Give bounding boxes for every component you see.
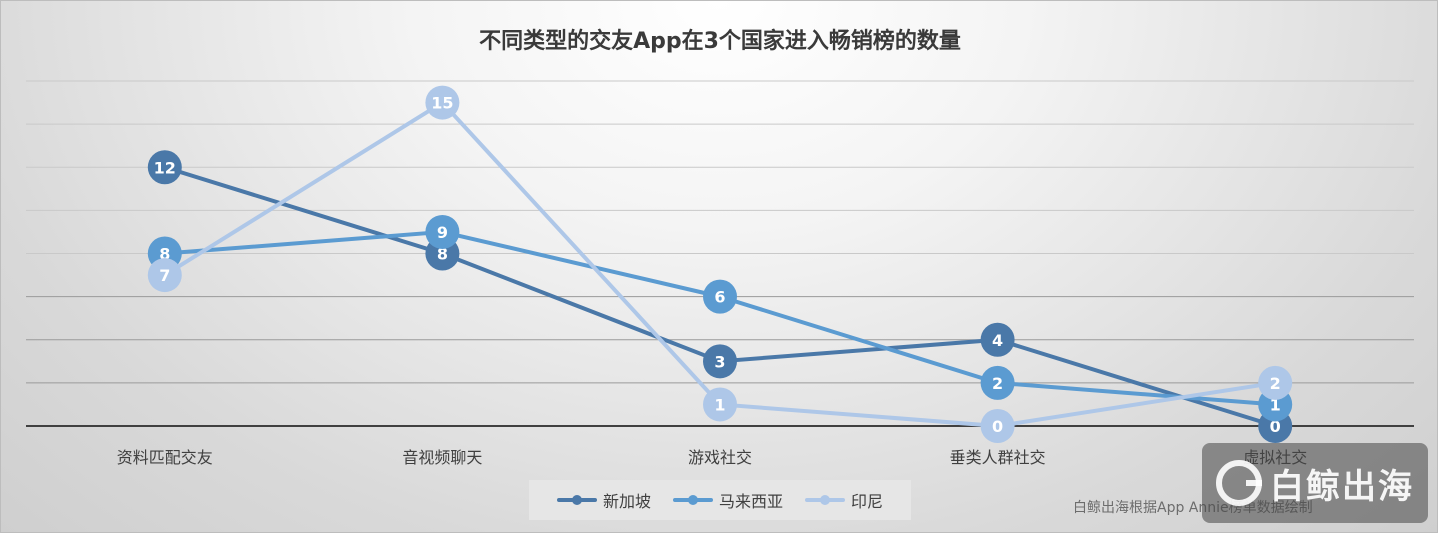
legend-label: 印尼 bbox=[851, 492, 884, 511]
x-tick-label: 垂类人群社交 bbox=[950, 448, 1046, 467]
watermark-text: 白鲸出海 bbox=[1270, 466, 1414, 507]
legend-item: 新加坡 bbox=[556, 488, 651, 512]
series-line-2 bbox=[164, 229, 1276, 407]
data-label: 1 bbox=[1270, 395, 1281, 414]
data-label: 8 bbox=[159, 245, 170, 264]
data-label: 2 bbox=[992, 374, 1003, 393]
legend-swatch bbox=[672, 495, 713, 505]
data-label: 12 bbox=[154, 158, 176, 177]
data-label: 0 bbox=[992, 417, 1003, 436]
x-tick-label: 游戏社交 bbox=[688, 448, 752, 467]
data-label: 4 bbox=[992, 331, 1003, 350]
data-point bbox=[980, 365, 1015, 400]
data-point bbox=[147, 258, 182, 293]
data-point bbox=[147, 150, 182, 185]
data-point bbox=[703, 344, 737, 379]
data-point bbox=[1258, 365, 1293, 400]
data-point bbox=[980, 409, 1015, 443]
data-label: 8 bbox=[437, 245, 448, 264]
data-point bbox=[703, 279, 737, 314]
data-label: 7 bbox=[159, 266, 170, 285]
legend: 新加坡 马来西亚 印尼 bbox=[529, 480, 911, 520]
data-point bbox=[425, 85, 460, 120]
data-point bbox=[425, 214, 460, 249]
x-tick-label: 资料匹配交友 bbox=[117, 448, 213, 467]
legend-swatch bbox=[556, 495, 597, 505]
data-label: 0 bbox=[1270, 417, 1281, 436]
data-point bbox=[703, 387, 737, 422]
legend-item: 印尼 bbox=[805, 488, 883, 512]
chart-title: 不同类型的交友App在3个国家进入畅销榜的数量 bbox=[479, 29, 961, 54]
data-label: 15 bbox=[431, 94, 453, 113]
data-label: 2 bbox=[1270, 374, 1281, 393]
x-tick-label: 音视频聊天 bbox=[402, 448, 482, 467]
data-label: 3 bbox=[714, 352, 725, 371]
legend-swatch bbox=[805, 495, 845, 505]
whale-logo-icon bbox=[1216, 460, 1262, 506]
legend-label: 马来西亚 bbox=[718, 492, 783, 511]
legend-item: 马来西亚 bbox=[672, 488, 783, 512]
watermark: 白鲸出海 bbox=[1202, 443, 1428, 523]
data-label: 9 bbox=[437, 223, 448, 242]
data-label: 6 bbox=[714, 288, 725, 307]
data-point bbox=[980, 322, 1015, 357]
legend-label: 新加坡 bbox=[602, 492, 651, 511]
data-label: 1 bbox=[714, 395, 725, 414]
